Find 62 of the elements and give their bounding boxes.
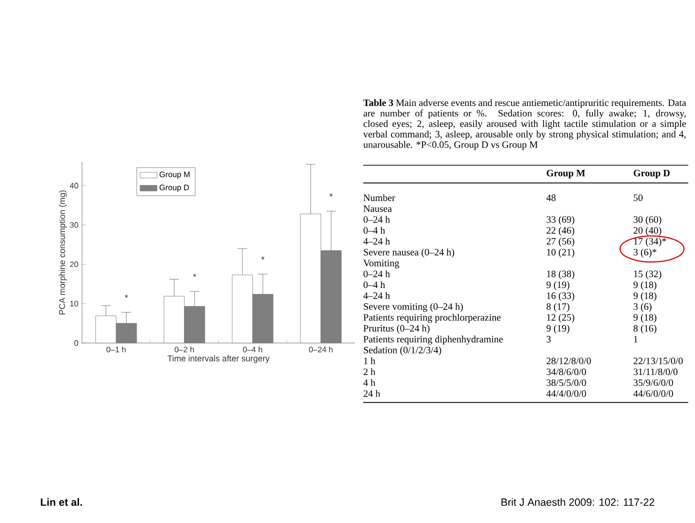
text: 3 (6)* bbox=[634, 248, 656, 258]
category-label: Patients requiring prochlorperazine bbox=[363, 314, 501, 323]
text: 12 (25) bbox=[547, 314, 574, 323]
category-label: Nausea bbox=[363, 205, 392, 212]
category-label: 24 h bbox=[364, 390, 380, 397]
text: 9 (19) bbox=[546, 324, 570, 334]
category-label: Number bbox=[363, 194, 396, 202]
category-label: Group M bbox=[546, 170, 586, 178]
y-axis-title: PCA morphine consumption (mg) bbox=[58, 190, 67, 314]
text: Brit J Anaesth 2009: 102: 117-22 bbox=[502, 498, 654, 506]
annotation: * bbox=[124, 294, 128, 298]
text: 48 bbox=[546, 194, 556, 202]
category-label: 2 h bbox=[364, 368, 376, 376]
text: 34/8/6/0/0 bbox=[546, 368, 586, 376]
text: 35/9/6/0/0 bbox=[634, 379, 673, 386]
text: 3 bbox=[546, 336, 551, 342]
text: 33 (69) bbox=[546, 216, 574, 225]
annotation: * bbox=[330, 193, 333, 197]
text: Table 3 Main adverse events and rescue antiemetic/antipruritic requirements. Data are number of patients or %. Sedation scores: 0, fully awake; 1, drowsy, closed eyes; 2, asleep, easily aroused with light tactile stimulation or a simple verbal command; 3, asleep, arousable only by strong physical stimulation; and 4, unarousable. *P<0.05, Group D vs Group M bbox=[363, 99, 686, 150]
category-label: 0–24 h bbox=[364, 216, 390, 223]
category-label: Sedation (0/1/2/3/4) bbox=[364, 346, 442, 356]
text: 27 (56) bbox=[546, 238, 574, 247]
text: 38/5/5/0/0 bbox=[546, 379, 586, 386]
category-label: 0–24 h bbox=[364, 270, 390, 278]
text: 50 bbox=[634, 194, 643, 202]
text: 9 (18) bbox=[634, 281, 656, 290]
category-label: 0–4 h bbox=[364, 226, 386, 234]
text: 44/4/0/0/0 bbox=[546, 390, 586, 397]
category-label: Severe nausea (0–24 h) bbox=[364, 248, 454, 258]
x-axis-title: Time intervals after surgery bbox=[168, 355, 270, 364]
text: 30 (60) bbox=[634, 216, 662, 225]
category-label: 4–24 h bbox=[363, 292, 390, 299]
text: 28/12/8/0/0 bbox=[546, 358, 591, 364]
annotation: * bbox=[193, 274, 196, 277]
text: 44/6/0/0/0 bbox=[633, 390, 673, 397]
text: 22 (46) bbox=[546, 226, 574, 236]
category-label: Group D bbox=[634, 170, 670, 178]
text: Lin et al. bbox=[40, 498, 82, 506]
text: 8 (16) bbox=[634, 324, 656, 334]
text: 18 (38) bbox=[547, 270, 574, 280]
category-label: 0–4 h bbox=[364, 281, 386, 288]
text: 9 (18) bbox=[634, 292, 656, 301]
text: 3 (6) bbox=[634, 302, 652, 312]
text: 31/11/8/0/0 bbox=[634, 368, 678, 376]
text: 16 (33) bbox=[547, 292, 574, 301]
category-label: 4 h bbox=[363, 379, 376, 386]
text: 8 (17) bbox=[546, 302, 570, 312]
text: 22/13/15/0/0 bbox=[634, 358, 683, 364]
annotation: * bbox=[261, 256, 264, 260]
category-label: 4–24 h bbox=[363, 238, 390, 244]
text: 15 (32) bbox=[634, 270, 662, 280]
category-label: Pruritus (0–24 h) bbox=[363, 324, 430, 334]
category-label: Severe vomiting (0–24 h) bbox=[364, 302, 463, 312]
text: 17 (34)* bbox=[634, 238, 666, 247]
text: 10 (21) bbox=[547, 248, 574, 258]
category-label: 1 h bbox=[364, 357, 376, 364]
text: 9 (18) bbox=[634, 314, 656, 323]
text: 9 (19) bbox=[546, 281, 570, 290]
text: 1 bbox=[634, 336, 638, 342]
category-label: Vomiting bbox=[363, 260, 400, 268]
category-label: Patients requiring diphenhydramine bbox=[363, 336, 503, 345]
text: 20 (40) bbox=[634, 226, 662, 236]
